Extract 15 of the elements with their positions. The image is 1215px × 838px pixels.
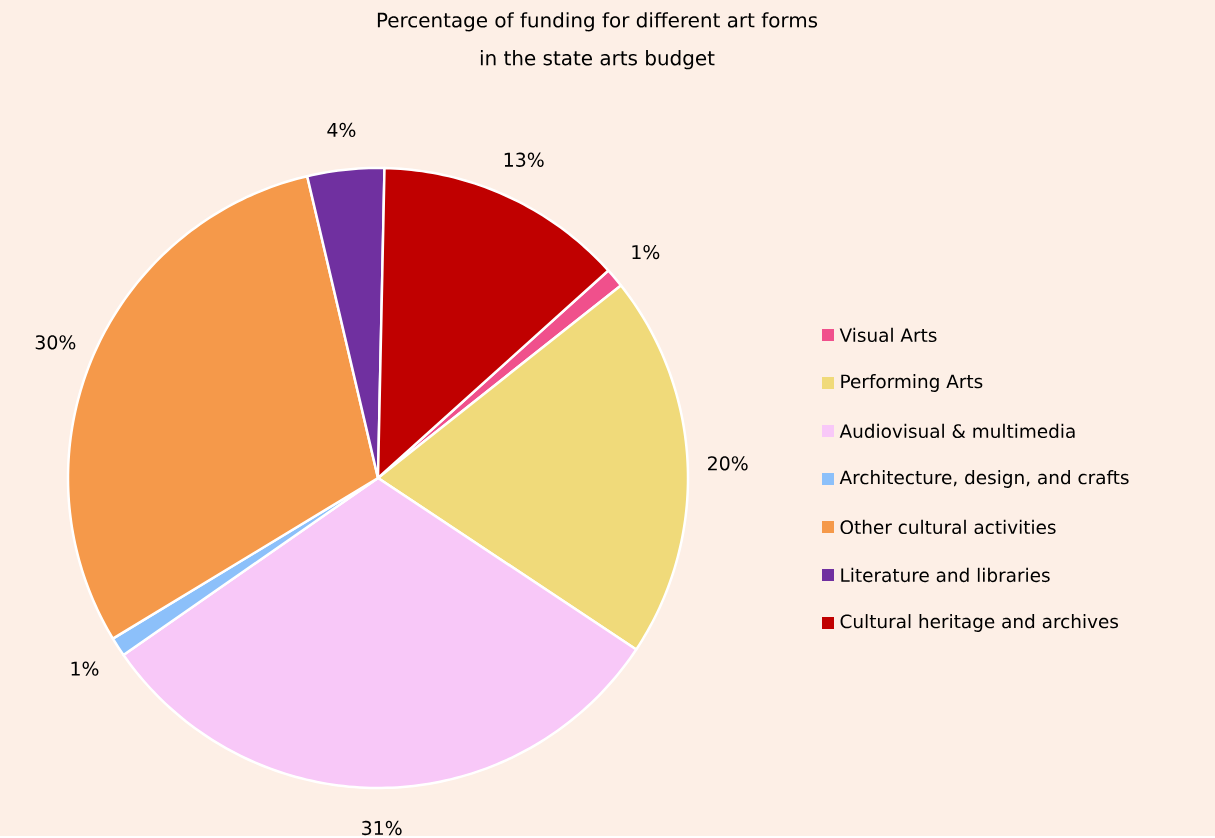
legend-label: Audiovisual & multimedia xyxy=(839,423,1075,438)
data-label: 13% xyxy=(504,152,544,167)
chart-title: Percentage of funding for different art forms in the state arts budget xyxy=(377,11,818,70)
legend-label: Visual Arts xyxy=(839,327,937,342)
data-label: 31% xyxy=(362,820,402,835)
data-label: 4% xyxy=(327,122,356,137)
legend-label: Other cultural activities xyxy=(840,519,1056,534)
legend-label: Cultural heritage and archives xyxy=(840,613,1119,632)
legend-label: Architecture, design, and crafts xyxy=(839,469,1129,488)
data-label: 1% xyxy=(71,661,99,676)
legend-label: Performing Arts xyxy=(841,373,983,392)
data-label: 1% xyxy=(632,244,660,260)
legend-label: Literature and libraries xyxy=(841,567,1050,582)
data-label: 20% xyxy=(708,455,748,471)
data-label: 30% xyxy=(35,334,76,350)
